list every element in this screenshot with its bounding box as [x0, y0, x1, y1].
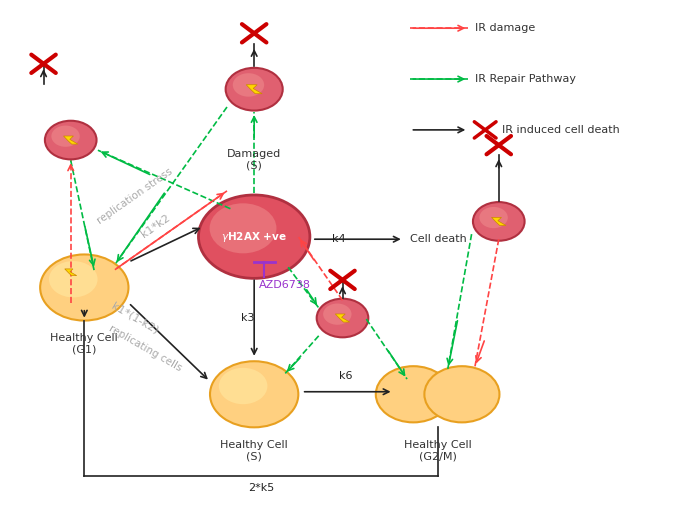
Circle shape: [51, 125, 79, 147]
Circle shape: [210, 361, 299, 427]
Text: k1*(1-k2): k1*(1-k2): [110, 301, 160, 336]
Text: Healthy Cell
(S): Healthy Cell (S): [221, 440, 288, 462]
Circle shape: [225, 68, 283, 111]
Circle shape: [40, 254, 129, 321]
Polygon shape: [335, 314, 350, 322]
Text: k6: k6: [339, 372, 353, 381]
Text: Healthy Cell
(G1): Healthy Cell (G1): [51, 333, 119, 355]
Circle shape: [323, 304, 351, 325]
Text: IR Repair Pathway: IR Repair Pathway: [475, 74, 576, 84]
Polygon shape: [64, 136, 78, 144]
Text: Healthy Cell
(G2/M): Healthy Cell (G2/M): [403, 440, 471, 462]
Text: k4: k4: [332, 234, 346, 244]
Text: k1*k2: k1*k2: [139, 213, 172, 240]
Text: Damaged
(S): Damaged (S): [227, 149, 282, 171]
Circle shape: [45, 121, 97, 159]
Polygon shape: [492, 217, 506, 226]
Text: replication stress: replication stress: [96, 166, 175, 226]
Circle shape: [316, 299, 369, 337]
Text: $\gamma$H2AX +ve: $\gamma$H2AX +ve: [221, 230, 287, 244]
Circle shape: [49, 261, 97, 298]
Circle shape: [425, 366, 499, 423]
Circle shape: [473, 202, 525, 241]
Circle shape: [376, 366, 451, 423]
Text: replicating cells: replicating cells: [108, 324, 184, 374]
Text: AZD6738: AZD6738: [259, 280, 311, 290]
Text: Cell death: Cell death: [410, 234, 467, 244]
Text: k3: k3: [240, 313, 254, 323]
Text: IR damage: IR damage: [475, 23, 535, 33]
Circle shape: [219, 368, 267, 404]
Circle shape: [199, 195, 310, 279]
Polygon shape: [65, 269, 77, 276]
Polygon shape: [246, 85, 262, 94]
Circle shape: [210, 204, 277, 253]
Text: IR induced cell death: IR induced cell death: [502, 125, 620, 135]
Circle shape: [233, 73, 264, 97]
Circle shape: [479, 207, 508, 228]
Text: 2*k5: 2*k5: [248, 483, 274, 493]
